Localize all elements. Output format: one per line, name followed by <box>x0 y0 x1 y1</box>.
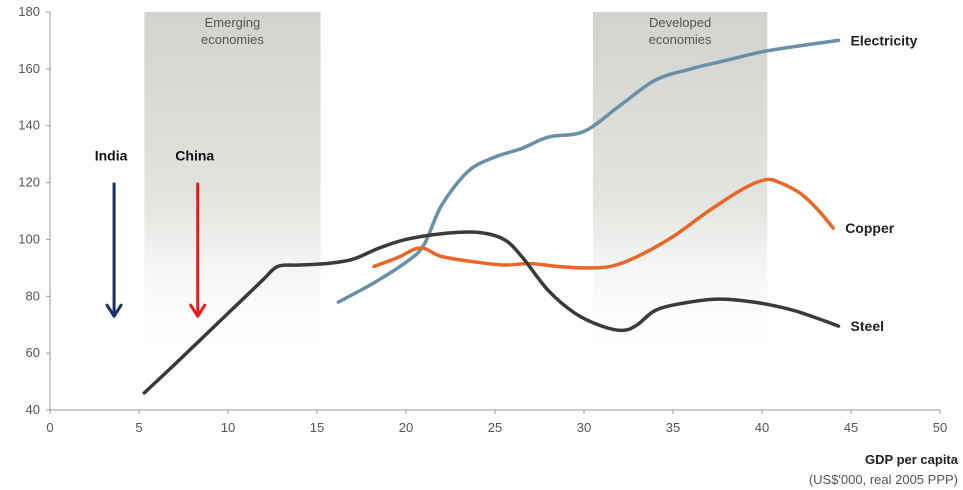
marker-arrowhead-india <box>105 303 123 318</box>
regions-layer: Emerging economies Developed economies <box>144 12 768 367</box>
x-tick-label: 5 <box>135 420 142 435</box>
series-line-steel <box>142 230 841 395</box>
series-label-copper: Copper <box>845 220 895 236</box>
x-tick-label: 20 <box>399 420 413 435</box>
y-tick-label: 160 <box>18 61 40 76</box>
x-axis-sublabel: (US$'000, real 2005 PPP) <box>809 472 958 487</box>
marker-label-india: India <box>95 148 128 164</box>
x-tick-label: 40 <box>755 420 769 435</box>
y-tick-label: 60 <box>26 345 40 360</box>
series-line-copper <box>372 177 835 270</box>
series-label-electricity: Electricity <box>851 32 918 48</box>
y-tick-label: 40 <box>26 402 40 417</box>
region-label-emerging: Emerging <box>205 15 261 30</box>
y-tick-label: 80 <box>26 288 40 303</box>
x-tick-label: 45 <box>844 420 858 435</box>
x-axis-label: GDP per capita <box>865 452 959 467</box>
series-label-steel: Steel <box>851 318 884 334</box>
marker-label-china: China <box>175 148 214 164</box>
x-tick-label: 10 <box>221 420 235 435</box>
y-tick-label: 120 <box>18 175 40 190</box>
y-tick-label: 100 <box>18 231 40 246</box>
x-tick-label: 0 <box>46 420 53 435</box>
y-tick-label: 180 <box>18 4 40 19</box>
series-layer: Electricity Copper Steel <box>142 32 918 395</box>
region-label-developed: economies <box>649 32 712 47</box>
x-tick-label: 35 <box>666 420 680 435</box>
markers-layer: India China <box>95 148 214 318</box>
x-tick-label: 15 <box>310 420 324 435</box>
x-tick-label: 50 <box>933 420 947 435</box>
axes-layer: 40 60 80 100 120 140 160 180 0 5 10 15 20 25 30 35 40 45 5… <box>18 4 947 435</box>
labels-layer: GDP per capita (US$'000, real 2005 PPP) <box>809 452 959 487</box>
x-tick-label: 25 <box>488 420 502 435</box>
marker-arrowhead-china <box>189 303 207 318</box>
region-label-developed: Developed <box>649 15 711 30</box>
region-emerging <box>144 12 321 367</box>
region-label-emerging: economies <box>201 32 264 47</box>
series-line-electricity <box>336 38 841 304</box>
x-tick-label: 30 <box>577 420 591 435</box>
y-tick-label: 140 <box>18 118 40 133</box>
